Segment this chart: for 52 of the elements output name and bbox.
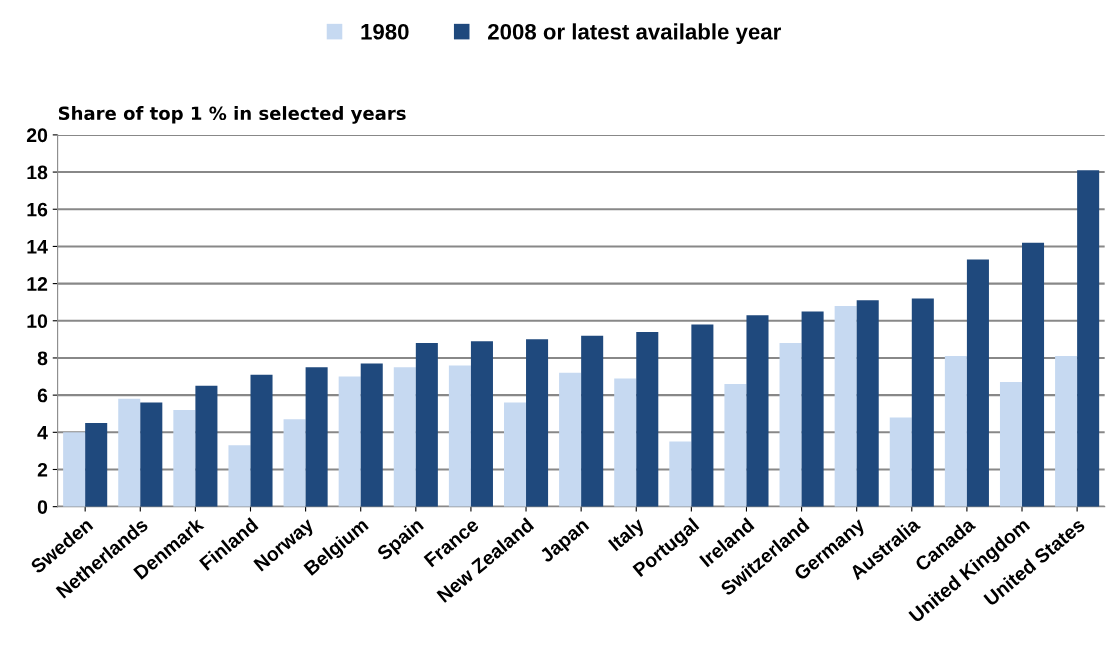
bar (559, 372, 582, 507)
bar (85, 423, 108, 507)
bar (1022, 242, 1045, 507)
bar (746, 315, 769, 507)
bar (470, 341, 493, 507)
bar (724, 383, 747, 507)
bar (448, 365, 471, 507)
bar (503, 402, 527, 507)
bar (889, 417, 912, 507)
bar (195, 385, 218, 507)
bar (173, 410, 196, 507)
bar (636, 331, 659, 507)
y-tick-label: 20 (26, 128, 48, 143)
bar (801, 311, 824, 507)
bar (669, 441, 692, 507)
y-tick-label: 4 (37, 425, 48, 440)
bar (360, 363, 383, 507)
bar (305, 367, 328, 507)
bar (250, 374, 273, 507)
bar (283, 419, 306, 507)
bar (393, 367, 416, 507)
bar (228, 445, 251, 507)
y-tick-label: 0 (37, 500, 48, 514)
bar (1077, 170, 1100, 507)
y-tick-label: 12 (27, 277, 48, 291)
bar (140, 402, 163, 507)
bar (614, 378, 637, 507)
bar (779, 343, 802, 507)
y-axis-title: Share of top 1 % in selected years (58, 106, 406, 124)
bar (966, 259, 989, 507)
bar (911, 298, 934, 507)
legend-label: 2008 or latest available year (488, 23, 781, 45)
legend-label: 1980 (361, 23, 409, 40)
bar (526, 339, 549, 507)
y-tick-label: 8 (37, 351, 48, 366)
bar (691, 324, 714, 507)
bar (63, 432, 86, 507)
bar (856, 300, 879, 507)
y-tick-label: 16 (27, 202, 48, 217)
bar (999, 382, 1023, 507)
bar (944, 356, 967, 507)
y-tick-label: 6 (37, 388, 48, 403)
bar (415, 343, 438, 507)
bar (118, 398, 141, 507)
y-tick-label: 10 (27, 314, 48, 329)
y-tick-label: 2 (37, 462, 48, 477)
y-tick-label: 18 (27, 165, 48, 180)
bar (1055, 356, 1078, 507)
y-tick-label: 14 (27, 240, 48, 254)
bar (581, 335, 604, 507)
bar (834, 305, 857, 507)
bar (338, 376, 361, 507)
